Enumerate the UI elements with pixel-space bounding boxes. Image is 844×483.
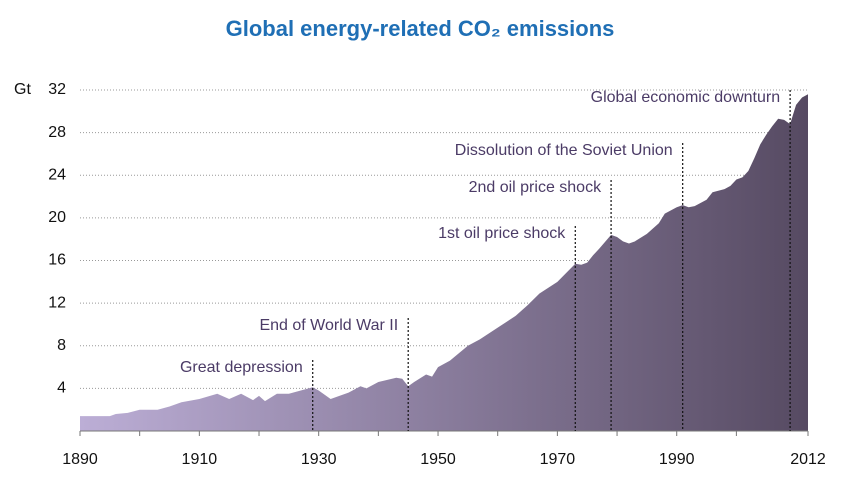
y-tick-label: 24	[48, 166, 66, 183]
y-tick-label: 16	[48, 252, 66, 269]
annotation: End of World War II	[259, 317, 398, 334]
x-tick-label: 1930	[301, 451, 337, 468]
y-tick-label: 8	[57, 337, 66, 354]
x-tick-label: 2012	[790, 451, 826, 468]
x-tick-label: 1990	[659, 451, 695, 468]
annotation: 2nd oil price shock	[469, 179, 603, 196]
annotation: Global economic downturn	[591, 89, 780, 106]
y-axis-unit: Gt	[14, 81, 31, 98]
chart-title: Global energy-related CO₂ emissions	[226, 16, 615, 41]
x-tick-label: 1890	[62, 451, 98, 468]
x-tick-label: 1970	[540, 451, 576, 468]
x-tick-label: 1950	[420, 451, 456, 468]
y-tick-label: 12	[48, 294, 66, 311]
annotation: 1st oil price shock	[438, 225, 566, 242]
y-tick-label: 4	[57, 380, 66, 397]
y-tick-label: 28	[48, 124, 66, 141]
annotation: Great depression	[180, 359, 303, 376]
area	[80, 94, 808, 431]
x-tick-label: 1910	[182, 451, 218, 468]
y-tick-label: 20	[48, 209, 66, 226]
annotation: Dissolution of the Soviet Union	[455, 142, 673, 159]
y-tick-label: 32	[48, 81, 66, 98]
